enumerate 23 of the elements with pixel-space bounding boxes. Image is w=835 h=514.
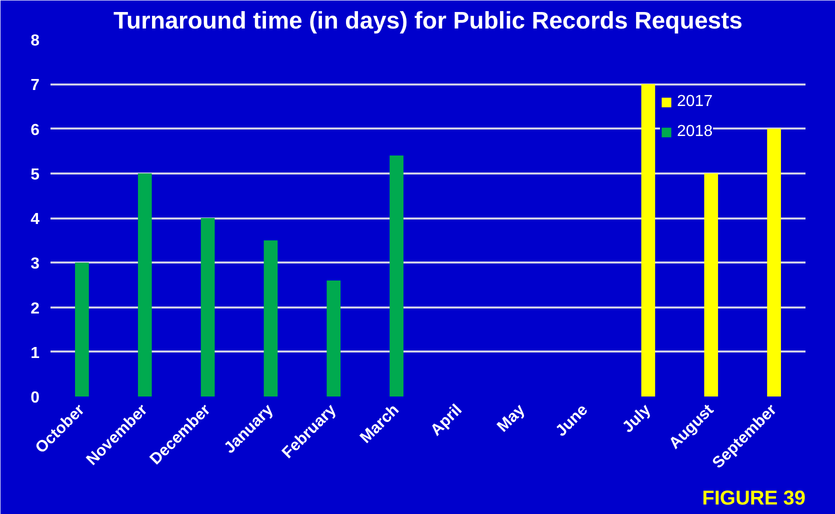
y-tick-label: 8 bbox=[30, 32, 40, 50]
chart-title: Turnaround time (in days) for Public Records Requests bbox=[114, 8, 742, 34]
y-tick-label: 7 bbox=[30, 77, 40, 94]
y-tick-label: 6 bbox=[30, 122, 40, 139]
caption: FIGURE 39 bbox=[702, 488, 806, 510]
bar bbox=[326, 280, 341, 396]
y-tick-label: 4 bbox=[30, 211, 40, 228]
y-tick-label: 5 bbox=[30, 166, 40, 184]
bar bbox=[704, 173, 718, 396]
bar bbox=[641, 84, 656, 396]
y-tick-label: 3 bbox=[30, 256, 40, 273]
legend-label: 2018 bbox=[677, 123, 713, 141]
bar bbox=[138, 173, 152, 396]
bar bbox=[200, 218, 215, 396]
y-tick-label: 0 bbox=[30, 390, 40, 406]
y-tick-label: 2 bbox=[30, 300, 40, 318]
bar bbox=[390, 156, 404, 396]
y-tick-label: 1 bbox=[30, 344, 40, 362]
bar bbox=[767, 128, 781, 396]
bar bbox=[75, 262, 89, 396]
bar bbox=[264, 240, 278, 396]
x-tick-label: May bbox=[494, 401, 528, 436]
legend-label: 2017 bbox=[677, 93, 713, 111]
